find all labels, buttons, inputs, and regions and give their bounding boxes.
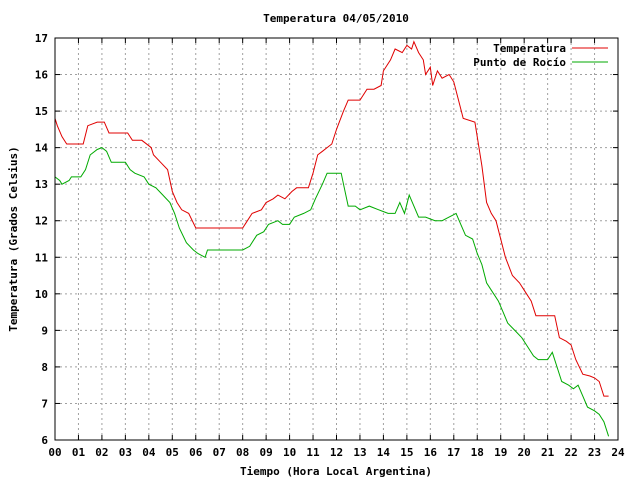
- x-tick-label: 05: [166, 446, 179, 459]
- legend-label: Punto de Rocío: [473, 56, 566, 69]
- y-axis-label: Temperatura (Grados Celsius): [7, 146, 20, 331]
- x-tick-label: 09: [260, 446, 273, 459]
- x-tick-label: 02: [95, 446, 108, 459]
- x-tick-label: 16: [424, 446, 438, 459]
- y-tick-label: 11: [35, 251, 49, 264]
- x-tick-label: 00: [48, 446, 61, 459]
- x-tick-label: 11: [306, 446, 320, 459]
- x-tick-label: 14: [377, 446, 391, 459]
- y-tick-label: 13: [35, 178, 48, 191]
- x-tick-label: 19: [494, 446, 507, 459]
- y-tick-label: 8: [41, 361, 48, 374]
- y-tick-label: 6: [41, 434, 48, 447]
- x-tick-label: 23: [588, 446, 601, 459]
- y-tick-label: 7: [41, 397, 48, 410]
- x-tick-label: 20: [518, 446, 531, 459]
- series-layer: [54, 40, 610, 437]
- x-tick-label: 21: [541, 446, 555, 459]
- x-axis-label: Tiempo (Hora Local Argentina): [240, 465, 432, 478]
- x-tick-label: 24: [611, 446, 625, 459]
- x-tick-label: 18: [471, 446, 484, 459]
- legend-label: Temperatura: [493, 42, 566, 55]
- y-tick-label: 14: [35, 142, 49, 155]
- x-tick-label: 13: [353, 446, 366, 459]
- chart-title: Temperatura 04/05/2010: [263, 12, 409, 25]
- x-tick-label: 15: [400, 446, 413, 459]
- x-tick-label: 03: [119, 446, 132, 459]
- x-tick-label: 08: [236, 446, 249, 459]
- y-tick-label: 9: [41, 324, 48, 337]
- x-tick-label: 07: [213, 446, 226, 459]
- y-tick-label: 15: [35, 105, 48, 118]
- x-tick-label: 04: [142, 446, 156, 459]
- x-tick-label: 06: [189, 446, 203, 459]
- grid: [55, 38, 618, 440]
- x-tick-label: 10: [283, 446, 296, 459]
- y-tick-label: 12: [35, 215, 48, 228]
- series-line-temperatura: [54, 40, 609, 397]
- x-tick-label: 17: [447, 446, 460, 459]
- tick-layer: 6 7 8 9 10 11 12 13 14 15 16 17 00 01 02 03 04 05 06 07 08 09…: [35, 32, 625, 459]
- series-line-punto-de-rocio: [54, 147, 610, 437]
- x-tick-label: 12: [330, 446, 343, 459]
- y-tick-label: 17: [35, 32, 48, 45]
- x-tick-label: 01: [72, 446, 86, 459]
- x-tick-label: 22: [564, 446, 577, 459]
- y-tick-label: 10: [35, 288, 48, 301]
- y-tick-label: 16: [35, 69, 49, 82]
